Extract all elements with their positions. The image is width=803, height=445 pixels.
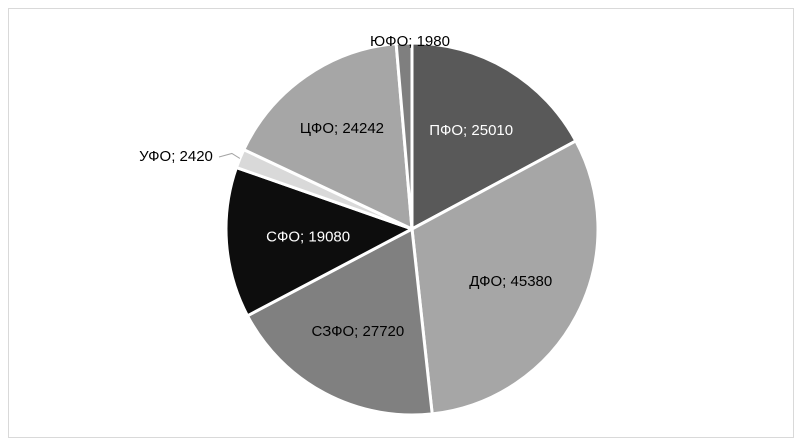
pie-slice bbox=[224, 166, 414, 318]
pie-slice bbox=[245, 227, 434, 417]
pie-slice bbox=[394, 41, 414, 231]
pie-slices bbox=[224, 41, 600, 417]
slice-label: ПФО; 25010 bbox=[429, 122, 513, 139]
slice-label: СЗФО; 27720 bbox=[312, 323, 405, 340]
slice-label: ЦФО; 24242 bbox=[300, 120, 384, 137]
slice-label: ДФО; 45380 bbox=[469, 273, 552, 290]
slice-label: ЮФО; 1980 bbox=[370, 33, 450, 50]
pie-slice bbox=[410, 41, 578, 231]
slice-label: СФО; 19080 bbox=[266, 229, 350, 246]
slice-labels: ПФО; 25010 ДФО; 45380 СЗФО; 27720 СФО; 1908… bbox=[139, 33, 552, 340]
slice-label: УФО; 2420 bbox=[139, 148, 213, 165]
pie-slice bbox=[242, 42, 414, 231]
leader-line bbox=[218, 152, 241, 159]
pie-slice bbox=[410, 139, 600, 416]
leader-lines bbox=[218, 152, 241, 159]
